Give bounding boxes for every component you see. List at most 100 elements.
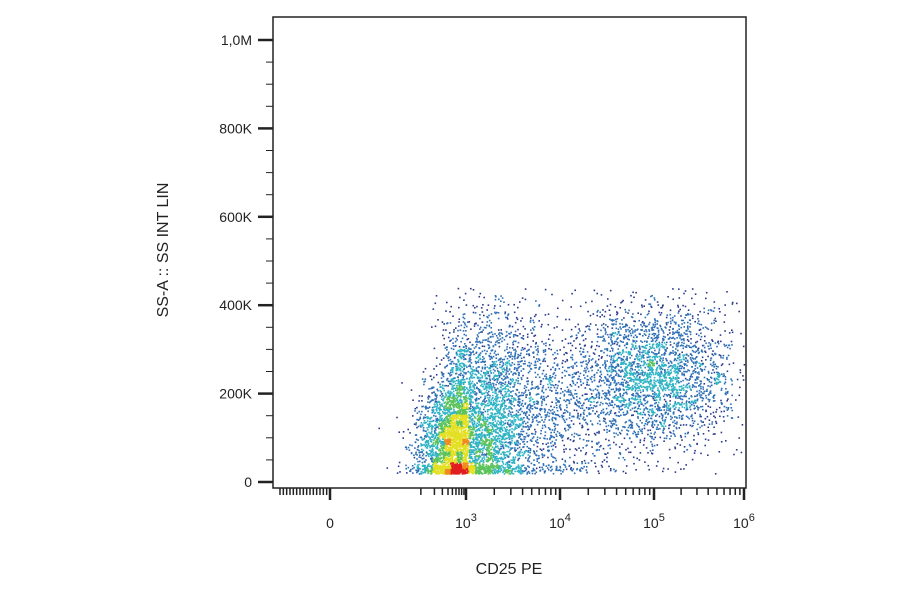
event-dot: [527, 458, 530, 460]
event-dot: [441, 424, 443, 427]
event-dot: [447, 396, 450, 399]
event-dot: [433, 465, 436, 468]
event-dot: [445, 462, 448, 464]
event-dot: [416, 458, 418, 460]
event-dot: [452, 337, 454, 340]
event-dot: [426, 447, 429, 449]
event-dot: [407, 446, 410, 449]
event-dot: [505, 395, 507, 398]
event-dot: [491, 333, 494, 336]
event-dot: [450, 408, 452, 411]
event-dot: [508, 463, 511, 466]
event-dot: [470, 328, 472, 330]
event-dot: [520, 370, 523, 372]
event-dot: [534, 371, 537, 374]
event-dot: [486, 470, 488, 472]
event-dot: [524, 436, 527, 438]
event-dot: [495, 404, 497, 407]
event-dot: [425, 467, 427, 470]
event-dot: [450, 438, 452, 441]
event-dot: [507, 376, 509, 379]
event-dot: [462, 440, 464, 442]
event-dot: [418, 463, 420, 466]
event-dot: [473, 410, 475, 412]
event-dot: [489, 352, 492, 355]
event-dot: [440, 434, 443, 437]
event-dot: [475, 407, 477, 410]
event-dot: [496, 364, 498, 366]
event-dot: [470, 461, 473, 464]
event-dot: [447, 353, 449, 355]
event-dot: [467, 350, 469, 352]
event-dot: [453, 441, 455, 443]
event-dot: [551, 375, 554, 378]
event-dot: [457, 423, 460, 425]
event-dot: [493, 452, 495, 455]
event-dot: [442, 373, 445, 375]
event-dot: [486, 350, 488, 353]
event-dot: [459, 423, 462, 425]
event-dot: [513, 414, 516, 416]
event-dot: [524, 385, 526, 387]
event-dot: [495, 400, 497, 402]
event-dot: [461, 446, 464, 448]
event-dot: [465, 441, 468, 443]
event-dot: [432, 386, 434, 389]
event-dot: [529, 425, 532, 428]
event-dot: [450, 402, 452, 404]
event-dot: [431, 409, 433, 411]
event-dot: [489, 364, 492, 367]
event-dot: [509, 394, 512, 397]
event-dot: [435, 462, 437, 464]
event-dot: [476, 450, 478, 453]
event-dot: [546, 378, 548, 380]
event-dot: [517, 367, 520, 369]
event-dot: [496, 439, 498, 442]
event-dot: [469, 437, 472, 440]
event-dot: [433, 414, 435, 417]
event-dot: [459, 442, 462, 445]
event-dot: [500, 465, 503, 467]
event-dot: [428, 453, 430, 456]
event-dot: [449, 441, 451, 443]
event-dot: [459, 428, 461, 430]
event-dot: [488, 319, 491, 322]
event-dot: [467, 403, 469, 406]
event-dot: [452, 435, 454, 438]
event-dot: [425, 466, 427, 469]
event-dot: [465, 426, 468, 429]
event-dot: [448, 395, 451, 397]
event-dot: [462, 430, 464, 433]
event-dot: [488, 376, 491, 378]
event-dot: [441, 386, 443, 388]
event-dot: [445, 424, 447, 427]
event-dot: [444, 430, 446, 433]
event-dot: [543, 343, 545, 345]
event-dot: [464, 381, 466, 383]
event-dot: [450, 467, 452, 469]
event-dot: [460, 443, 462, 446]
event-dot: [447, 418, 449, 420]
event-dot: [444, 447, 447, 449]
event-dot: [425, 444, 428, 447]
event-dot: [469, 394, 471, 397]
event-dot: [500, 435, 503, 438]
event-dot: [502, 437, 505, 439]
event-dot: [524, 328, 526, 330]
event-dot: [459, 296, 461, 299]
event-dot: [502, 399, 504, 401]
event-dot: [451, 370, 454, 373]
event-dot: [487, 382, 490, 384]
event-dot: [475, 444, 478, 446]
event-dot: [456, 434, 459, 437]
event-dot: [494, 312, 497, 315]
event-dot: [436, 388, 438, 391]
event-dot: [463, 413, 465, 416]
event-dot: [542, 443, 544, 445]
event-dot: [447, 451, 449, 454]
event-dot: [436, 407, 438, 410]
event-dot: [504, 467, 506, 469]
event-dot: [535, 441, 538, 444]
event-dot: [520, 394, 523, 397]
event-dot: [414, 463, 416, 466]
